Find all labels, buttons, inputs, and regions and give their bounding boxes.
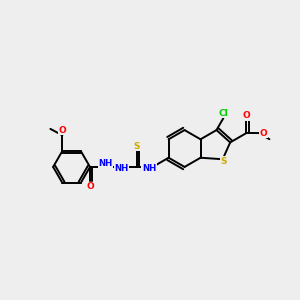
Text: NH: NH [98,159,113,168]
Text: O: O [58,126,66,135]
Text: S: S [134,142,140,151]
Text: Cl: Cl [218,109,228,118]
Text: S: S [220,157,227,166]
Text: O: O [86,182,94,191]
Text: O: O [260,129,268,138]
Text: NH: NH [142,164,156,173]
Text: NH: NH [114,164,128,173]
Text: O: O [242,111,250,120]
